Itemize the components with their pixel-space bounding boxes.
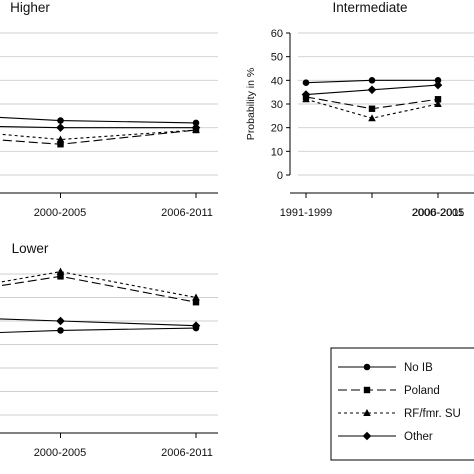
panel-higher: Higher 2000-2005 2006-2011	[0, 0, 218, 219]
data-point-no-ib	[302, 79, 310, 86]
x-tick-label: 2006-2011	[161, 207, 213, 219]
series-no-ib	[0, 324, 200, 334]
data-point-other	[433, 80, 443, 90]
panel-title: Lower	[12, 241, 49, 256]
data-point-rf-fmr-su	[434, 100, 442, 107]
data-point-rf-fmr-su	[56, 267, 65, 275]
series-other	[0, 123, 201, 132]
legend-item-other: Other	[338, 431, 433, 443]
series-line-rf-fmr-su	[0, 271, 197, 299]
data-point-rf-fmr-su	[192, 293, 200, 301]
legend-label: Poland	[404, 385, 440, 397]
legend-marker-diamond	[362, 431, 372, 441]
x-tick-label: 1991-1999	[280, 207, 333, 219]
series-line-no-ib	[0, 327, 197, 334]
legend-item-rf-fmr-su: RF/fmr. SU	[338, 408, 461, 420]
legend-item-no-ib: No IB	[338, 362, 433, 374]
x-tick-label: 2006-2011	[161, 447, 213, 459]
y-tick-label: 30	[271, 99, 283, 111]
legend-marker-triangle	[363, 409, 371, 416]
y-tick-label: 20	[271, 123, 283, 135]
series-rf-fmr-su	[0, 267, 200, 301]
data-point-rf-fmr-su	[56, 135, 65, 143]
legend-box	[330, 347, 474, 461]
data-point-other	[191, 123, 201, 132]
data-point-poland	[57, 141, 64, 148]
legend-label: RF/fmr. SU	[404, 408, 461, 420]
legend-marker-circle	[363, 363, 371, 371]
gridlines	[298, 32, 474, 176]
gridlines	[0, 32, 218, 176]
series-poland	[302, 93, 442, 112]
y-axis: 0 10 20 30 40 50 60 Probability in %	[245, 28, 291, 182]
legend-label: No IB	[404, 362, 433, 374]
series-line-other	[0, 126, 196, 129]
data-point-poland	[434, 96, 442, 103]
x-axis: 2000-2005 2006-2011	[0, 192, 218, 219]
panel-intermediate: Intermediate 0 10 20 30 40 50 60 Probability in …	[245, 0, 474, 219]
data-point-no-ib	[57, 117, 64, 124]
data-point-other	[191, 321, 201, 330]
data-point-poland	[368, 105, 376, 112]
data-point-other	[367, 85, 377, 95]
panel-title: Higher	[10, 0, 50, 15]
legend-label: Other	[404, 431, 433, 443]
data-point-poland	[192, 299, 200, 306]
x-tick-label: 2000-2005	[412, 207, 465, 219]
series-poland	[0, 273, 200, 306]
data-point-other	[56, 316, 65, 326]
panel-title: Intermediate	[332, 0, 407, 15]
data-point-no-ib	[434, 77, 442, 84]
y-tick-label: 60	[271, 28, 283, 40]
data-point-no-ib	[192, 119, 200, 127]
x-tick-label: 2000-2005	[34, 447, 87, 459]
data-point-rf-fmr-su	[368, 114, 376, 122]
data-point-other	[56, 123, 65, 132]
data-point-no-ib	[368, 77, 376, 84]
legend-marker-square	[363, 386, 371, 394]
x-axis: 2000-2005 2006-2011	[0, 432, 218, 459]
data-point-no-ib	[57, 327, 64, 334]
panel-lower: Lower 2000-2005 2006-2011	[0, 241, 218, 459]
y-axis-label: Probability in %	[245, 68, 257, 140]
legend: No IB Poland RF/fmr. SU Other	[330, 347, 474, 461]
data-point-poland	[57, 273, 64, 280]
legend-item-poland: Poland	[338, 385, 440, 397]
y-tick-label: 50	[271, 52, 283, 64]
gridlines	[0, 273, 218, 416]
data-point-other	[301, 90, 311, 99]
y-tick-label: 40	[271, 75, 283, 87]
series-line-no-ib	[0, 116, 197, 124]
series-no-ib	[0, 116, 200, 127]
series-no-ib	[302, 77, 442, 86]
x-tick-label: 2006-2011	[412, 207, 464, 219]
y-tick-label: 10	[271, 146, 283, 158]
series-other	[301, 80, 443, 99]
series-other	[0, 316, 201, 330]
series-line-poland	[0, 275, 197, 303]
y-tick-label: 0	[277, 170, 283, 182]
x-tick-label: 2000-2005	[34, 207, 87, 219]
